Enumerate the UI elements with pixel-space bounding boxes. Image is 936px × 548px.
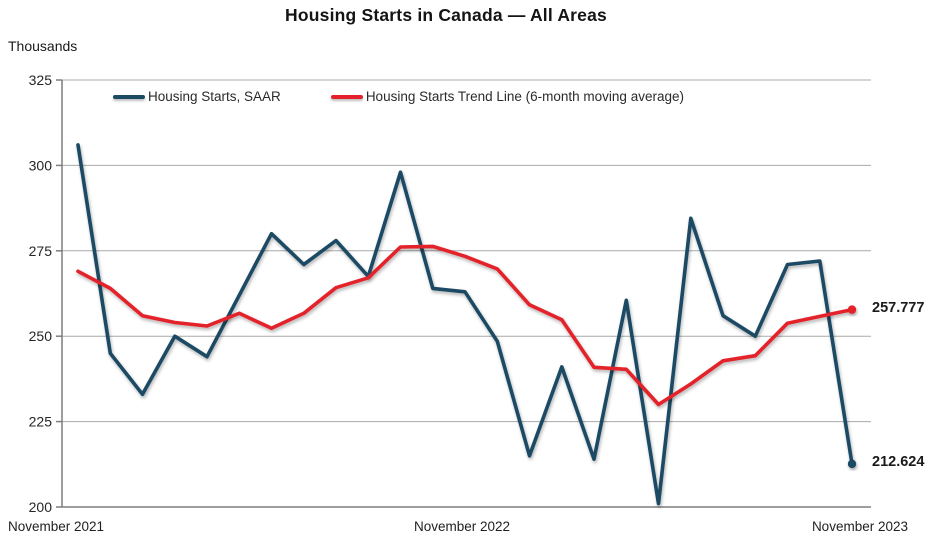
- x-axis-label-nov-2021: November 2021: [8, 519, 105, 534]
- y-tick-label: 225: [29, 414, 53, 430]
- trend-line: [76, 244, 854, 407]
- legend-swatch-trend-line: [330, 94, 363, 99]
- legend-label-trend: Housing Starts Trend Line (6-month movin…: [365, 89, 684, 104]
- saar-line: [76, 143, 854, 506]
- x-axis-label-nov-2023: November 2023: [811, 519, 908, 534]
- saar-end-label: 212.624: [872, 453, 925, 470]
- y-tick-label: 200: [29, 499, 53, 515]
- y-tick-label: 275: [29, 243, 53, 259]
- legend: Housing Starts, SAAR Housing Starts Tren…: [113, 89, 684, 104]
- x-axis-label-nov-2022: November 2022: [413, 519, 511, 534]
- legend-label-saar: Housing Starts, SAAR: [148, 89, 281, 104]
- chart-title: Housing Starts in Canada — All Areas: [285, 5, 607, 25]
- y-tick-label: 325: [29, 72, 53, 88]
- trend-end-marker: [847, 305, 857, 314]
- trend-end-label: 257.777: [872, 299, 925, 316]
- legend-item-trend: Housing Starts Trend Line (6-month movin…: [330, 89, 684, 104]
- y-tick-label: 250: [29, 328, 53, 344]
- y-tick-label: 300: [29, 157, 53, 173]
- y-axis-unit-label: Thousands: [8, 38, 78, 54]
- legend-item-saar: Housing Starts, SAAR: [113, 89, 281, 104]
- legend-swatch-saar-line: [113, 94, 145, 99]
- saar-end-marker: [847, 459, 857, 469]
